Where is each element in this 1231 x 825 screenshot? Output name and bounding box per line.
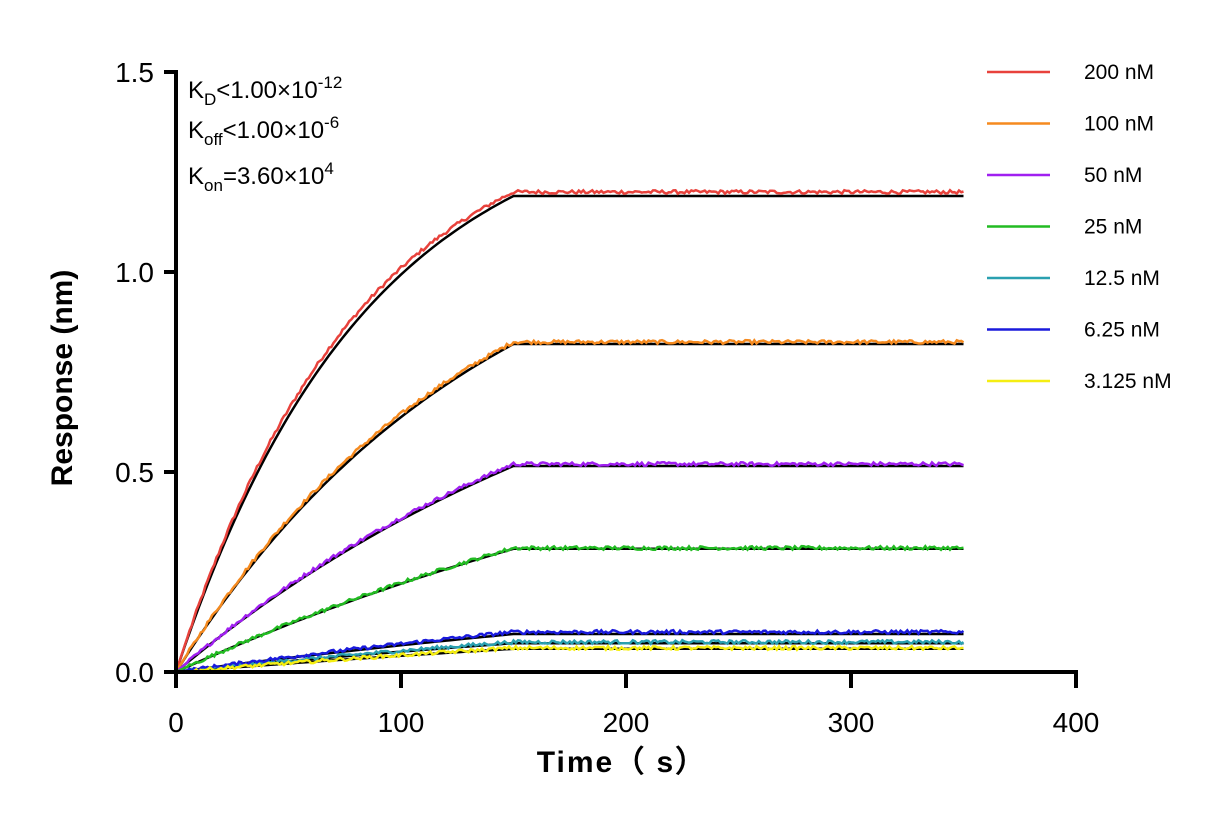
legend-label: 25 nM	[1084, 216, 1142, 239]
fit-line	[175, 547, 964, 674]
x-tick-label: 300	[828, 707, 875, 738]
legend-label: 6.25 nM	[1084, 319, 1160, 342]
series-line	[175, 460, 964, 673]
x-tick-label: 100	[378, 707, 425, 738]
y-tick-label: 1.5	[115, 57, 154, 88]
koff-annotation: Koff<1.00×10-6	[188, 113, 339, 149]
series-line	[174, 188, 964, 673]
series-line	[174, 338, 965, 673]
legend: 200 nM 100 nM 50 nM 25 nM 12.5 nM 6.25 nM 3.12…	[987, 61, 1172, 393]
kinetics-annotation: KD<1.00×10-12 Koff<1.00×10-6 Kon=3.60×10…	[188, 73, 342, 195]
x-tick-label: 400	[1053, 707, 1100, 738]
legend-label: 100 nM	[1084, 113, 1154, 136]
y-axis-title: Response (nm)	[46, 270, 79, 487]
x-ticks: 0 100 200 300 400	[168, 672, 1099, 738]
x-tick-label: 200	[603, 707, 650, 738]
y-tick-label: 1.0	[115, 257, 154, 288]
legend-label: 50 nM	[1084, 164, 1142, 187]
x-tick-label: 0	[168, 707, 184, 738]
series-line	[175, 638, 965, 674]
x-axis-title: Time（ s）	[537, 745, 708, 779]
series-line	[175, 628, 965, 674]
data-series	[174, 188, 965, 674]
legend-label: 12.5 nM	[1084, 267, 1160, 290]
y-tick-label: 0.0	[115, 657, 154, 688]
kd-annotation: KD<1.00×10-12	[188, 73, 342, 109]
series-line	[175, 544, 964, 674]
fit-curves	[174, 194, 964, 674]
y-tick-label: 0.5	[115, 457, 154, 488]
fit-line	[175, 632, 964, 674]
series-line	[175, 643, 964, 674]
legend-label: 200 nM	[1084, 61, 1154, 84]
fit-line	[174, 194, 964, 673]
kon-annotation: Kon=3.60×104	[188, 159, 334, 195]
y-ticks: 0.0 0.5 1.0 1.5	[115, 57, 176, 688]
legend-label: 3.125 nM	[1084, 370, 1172, 393]
